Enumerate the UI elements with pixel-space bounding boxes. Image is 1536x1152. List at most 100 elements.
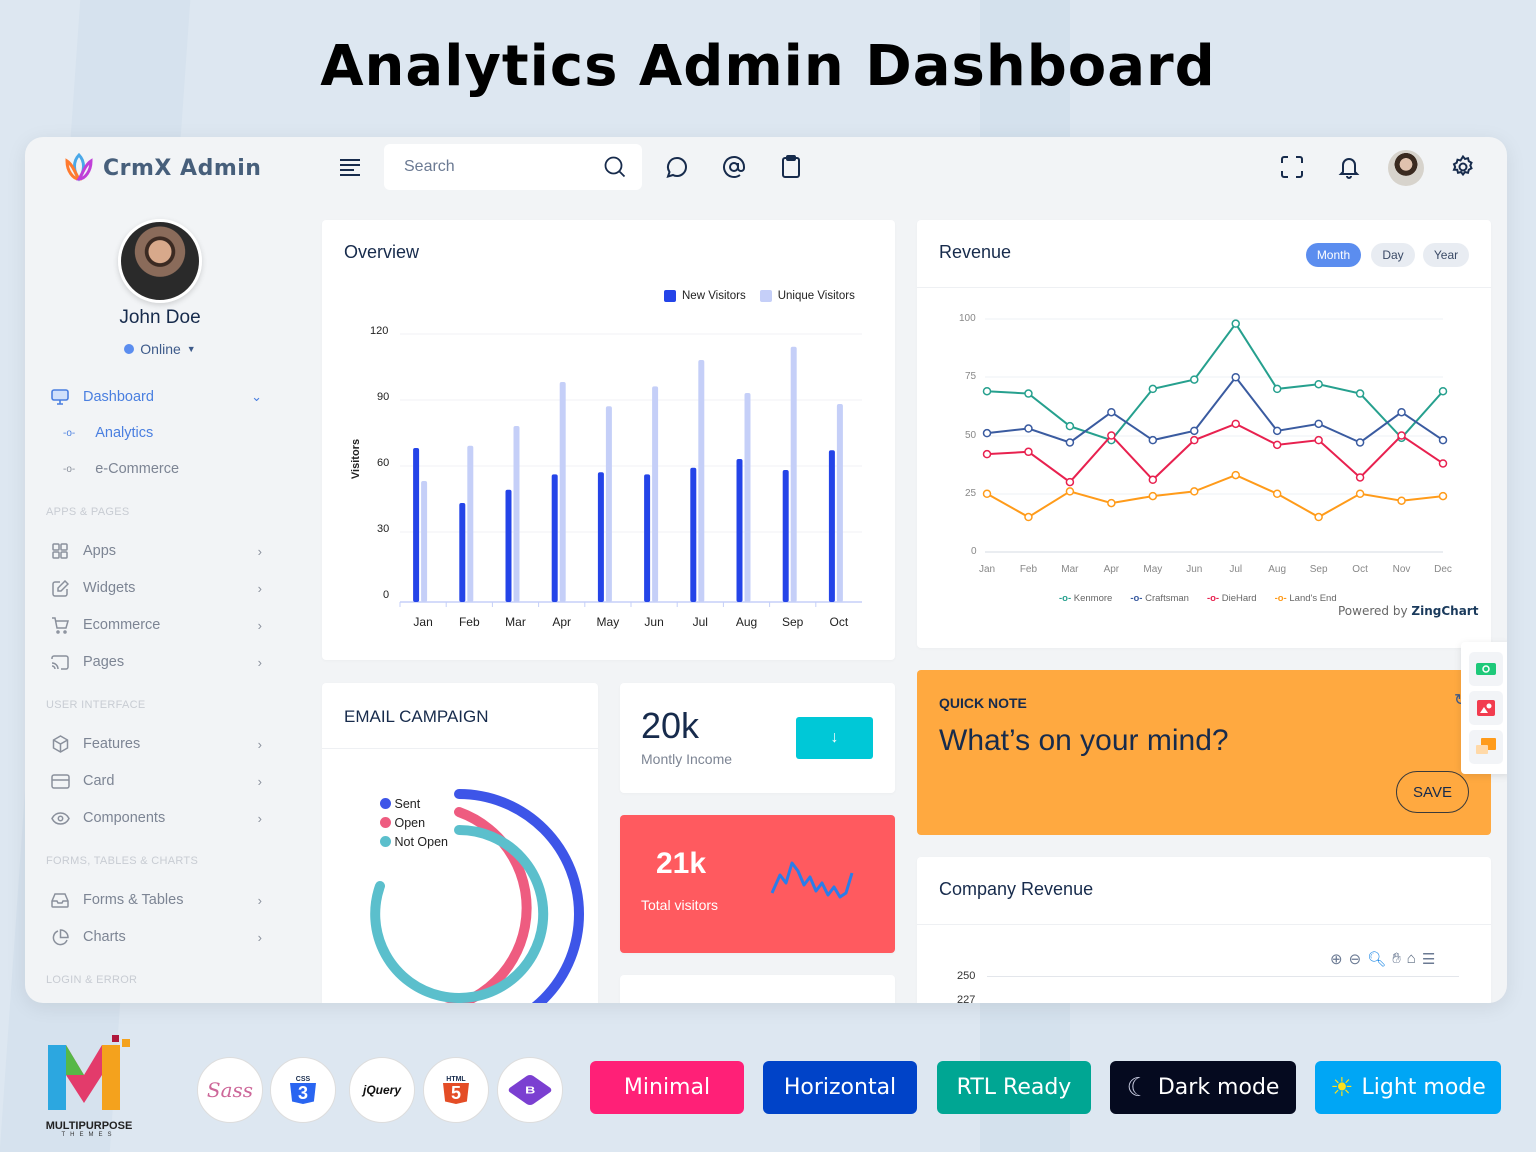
bell-icon[interactable] [1336, 154, 1362, 180]
bar-new-visitors [413, 448, 420, 602]
selection-zoom-icon[interactable]: 🔍︎ [1367, 951, 1387, 968]
y-tick: 0 [971, 546, 977, 557]
revenue-title: Revenue [939, 242, 1012, 262]
chevron-right-icon: › [257, 736, 262, 752]
y-tick: 100 [959, 313, 976, 324]
sidebar-item-ecommerce[interactable]: Ecommerce › [50, 612, 270, 638]
sidebar-item-widgets[interactable]: Widgets › [50, 575, 270, 601]
sidebar-item-label: Card [83, 773, 115, 789]
legend-item[interactable]: -o- Land's End [1274, 593, 1337, 604]
legend-item[interactable]: -o- Kenmore [1059, 593, 1113, 604]
sidebar-item-forms-tables[interactable]: Forms & Tables › [50, 887, 270, 913]
legend-label: Sent [394, 797, 421, 811]
gear-icon[interactable] [1450, 154, 1476, 180]
at-icon[interactable] [721, 154, 747, 180]
y-tick: 227 [957, 994, 976, 1003]
bar-new-visitors [505, 489, 512, 602]
legend-label: Open [394, 816, 426, 830]
circle-bullet-icon: -o- [63, 427, 76, 439]
sidebar-item-components[interactable]: Components › [50, 805, 270, 831]
chat-icon[interactable] [664, 154, 690, 180]
quick-note-input[interactable]: What’s on your mind? [939, 724, 1229, 757]
save-button[interactable]: SAVE [1396, 771, 1469, 813]
grid-icon [50, 541, 70, 561]
search-icon[interactable] [604, 156, 626, 178]
sidebar-item-card[interactable]: Card › [50, 768, 270, 794]
chevron-right-icon: › [257, 810, 262, 826]
pan-hand-icon[interactable]: ✋︎ [1392, 950, 1401, 967]
bar-new-visitors [459, 503, 466, 602]
user-status-dropdown[interactable]: Online ▼ [65, 341, 255, 357]
eye-icon [50, 808, 70, 828]
zoom-out-icon[interactable]: ⊖ [1348, 951, 1362, 968]
tab-month[interactable]: Month [1306, 243, 1361, 267]
clipboard-icon[interactable] [778, 154, 804, 180]
quick-note-card: QUICK NOTE What’s on your mind? ↻ SAVE [917, 670, 1491, 835]
stat-card-partial [620, 975, 895, 1003]
sun-icon: ☀ [1330, 1072, 1354, 1103]
chevron-right-icon: › [257, 929, 262, 945]
y-tick: 120 [370, 325, 389, 337]
x-tick: Sep [1309, 564, 1328, 575]
sidebar-item-label: Forms & Tables [83, 892, 184, 908]
total-visitors-value: 21k [656, 847, 707, 880]
reset-home-icon[interactable]: ⌂ [1406, 950, 1416, 967]
profile-avatar[interactable] [1388, 150, 1424, 186]
card-header-divider [917, 924, 1491, 925]
revenue-card: Revenue Month Day Year 100 75 50 25 0 Ja… [917, 220, 1491, 648]
image-icon[interactable] [1469, 691, 1503, 725]
user-status-label: Online [140, 341, 181, 357]
y-tick: 90 [377, 391, 390, 403]
horizontal-badge: Horizontal [763, 1061, 917, 1114]
x-tick: Jan [413, 615, 433, 629]
sidebar-item-charts[interactable]: Charts › [50, 924, 270, 950]
legend-item[interactable]: -o- Craftsman [1130, 593, 1189, 604]
admin-app-window: CrmX Admin John Doe Online ▼ Dashboard ⌄… [25, 137, 1507, 1003]
sidebar-item-label: Features [83, 736, 141, 752]
css3-logo-icon: CSS 3 [290, 1076, 316, 1104]
bar-unique-visitors [559, 382, 566, 602]
line-diehard [986, 422, 1444, 484]
money-icon[interactable] [1469, 652, 1503, 686]
tab-day[interactable]: Day [1371, 243, 1415, 267]
sidebar-subitem-analytics[interactable]: -o- Analytics [63, 421, 153, 445]
sidebar-item-features[interactable]: Features › [50, 731, 270, 757]
legend-item[interactable]: -o- DieHard [1206, 593, 1257, 604]
chat-bubbles-icon[interactable] [1469, 730, 1503, 764]
monthly-income-card: 20k Montly Income ↓ [620, 683, 895, 793]
y-tick: 60 [377, 457, 390, 469]
multipurpose-themes-logo: MULTIPURPOSE THEMES [44, 1035, 134, 1138]
x-tick: May [1143, 564, 1163, 575]
powered-by-zingchart[interactable]: Powered by ZingChart [1338, 604, 1478, 618]
fullscreen-icon[interactable] [1279, 154, 1305, 180]
bar-new-visitors [644, 474, 651, 602]
user-avatar[interactable] [118, 219, 202, 303]
line-craftsman [986, 375, 1444, 444]
overview-legend: New Visitors Unique Visitors [664, 290, 855, 302]
menu-toggle-icon[interactable] [340, 159, 360, 176]
download-button[interactable]: ↓ [796, 717, 873, 759]
chevron-right-icon: › [257, 773, 262, 789]
sidebar-subitem-ecommerce[interactable]: -o- e-Commerce [63, 457, 179, 481]
x-tick: Feb [458, 615, 480, 629]
sidebar-item-dashboard[interactable]: Dashboard ⌄ [50, 384, 270, 410]
mp-brand-text: MULTIPURPOSE [45, 1120, 133, 1132]
x-tick: Mar [505, 615, 526, 629]
chevron-down-icon: ⌄ [251, 389, 262, 404]
sidebar-item-apps[interactable]: Apps › [50, 538, 270, 564]
sidebar-item-pages[interactable]: Pages › [50, 649, 270, 675]
y-tick: 50 [965, 430, 977, 441]
bar-new-visitors [597, 472, 604, 602]
zoom-in-icon[interactable]: ⊕ [1330, 951, 1343, 968]
search-input[interactable]: Search [384, 144, 642, 190]
x-tick: Mar [1061, 564, 1079, 575]
app-logo[interactable]: CrmX Admin [63, 153, 261, 183]
monthly-income-value: 20k [641, 705, 700, 746]
edit-icon [50, 578, 70, 598]
bar-new-visitors [736, 459, 743, 602]
sidebar-item-label: Charts [83, 929, 126, 945]
tab-year[interactable]: Year [1423, 243, 1469, 267]
x-tick: Jul [1229, 564, 1243, 575]
rtl-ready-badge: RTL Ready [937, 1061, 1091, 1114]
chart-menu-icon[interactable]: ☰ [1421, 951, 1436, 968]
